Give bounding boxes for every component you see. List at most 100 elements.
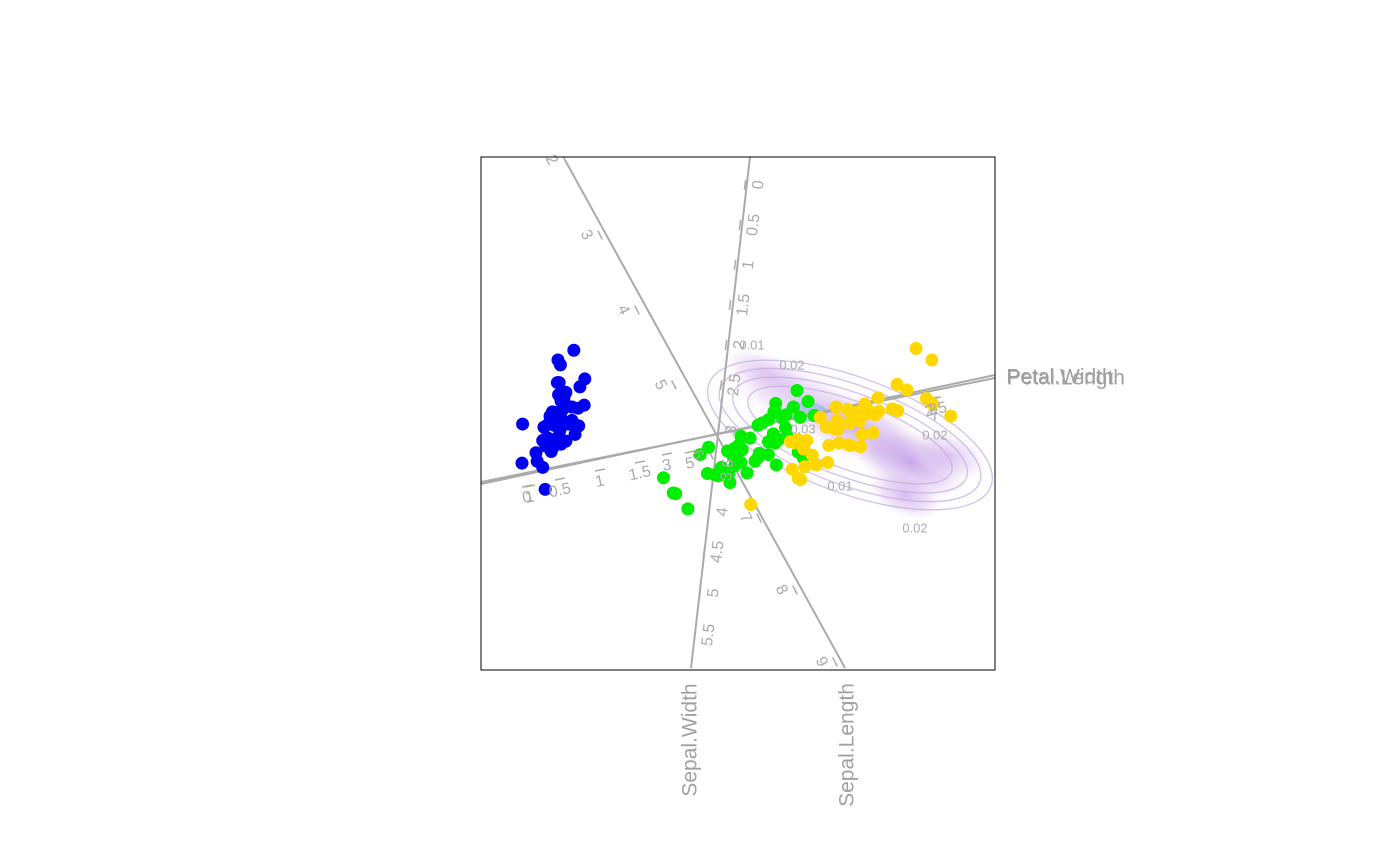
axis-tick-label: 1: [740, 259, 758, 270]
axis-tick-label: 4: [714, 506, 732, 517]
point-virginica: [783, 435, 797, 449]
point-virginica: [791, 471, 805, 485]
axis-tick-label: 1: [594, 472, 606, 491]
axis-tick-label: 3: [661, 456, 673, 475]
contour-label: 0.02: [922, 427, 947, 442]
axis-tick-label: 1: [524, 488, 536, 507]
axis-tick: [702, 546, 706, 558]
axis-tick: [792, 585, 798, 595]
point-setosa: [550, 376, 564, 390]
axis-tick-label: 7: [929, 406, 941, 425]
axis-tick-label: 8: [772, 582, 791, 598]
point-setosa: [538, 482, 552, 496]
axis-tick: [719, 379, 723, 391]
axis-tick-label: 0.5: [547, 480, 572, 501]
point-virginica: [909, 341, 923, 355]
point-versicolor: [748, 454, 762, 468]
axis-tick: [743, 179, 747, 191]
axis-tick: [756, 513, 762, 523]
axis-title-petal-length: Petal.Length: [1007, 367, 1125, 390]
contour-label: 0.03: [790, 421, 815, 436]
point-versicolor: [681, 502, 695, 516]
axis-tick-label: 3.5: [718, 458, 738, 482]
point-virginica: [858, 397, 872, 411]
axis-tick: [738, 219, 742, 231]
density-contour: [731, 376, 969, 494]
point-versicolor: [722, 466, 736, 480]
point-versicolor: [700, 466, 714, 480]
axis-tick-label: 7: [736, 510, 755, 526]
point-virginica: [860, 407, 874, 421]
point-layer: [515, 341, 958, 516]
axis-tick-label: 0: [750, 179, 768, 190]
axis-tick-label: 2: [927, 400, 939, 419]
axis-tick-label: 5: [705, 587, 723, 598]
plot-frame: [480, 156, 996, 671]
axis-tick: [524, 484, 536, 488]
point-setosa: [578, 372, 592, 386]
axis-tick: [832, 657, 838, 667]
point-virginica: [828, 418, 842, 432]
axis-tick-label: 4.5: [708, 540, 728, 564]
point-virginica: [944, 409, 958, 423]
point-virginica: [871, 391, 885, 405]
density-blob: [912, 429, 988, 481]
point-versicolor: [769, 458, 783, 472]
point-setosa: [515, 456, 529, 470]
point-setosa: [553, 358, 567, 372]
point-versicolor: [669, 487, 683, 501]
point-versicolor: [751, 418, 765, 432]
point-versicolor: [801, 395, 815, 408]
axis-title-sepal-length: Sepal.Length: [836, 683, 859, 807]
point-virginica: [841, 402, 855, 416]
axis-tick-label: 2: [731, 339, 749, 350]
density-blob: [722, 346, 808, 398]
point-setosa: [568, 427, 582, 441]
axis-tick: [597, 230, 603, 240]
point-versicolor: [793, 410, 807, 424]
axis-tick-label: 2.5: [725, 373, 745, 397]
point-virginica: [797, 442, 811, 456]
point-virginica: [813, 410, 827, 424]
point-setosa: [557, 390, 571, 404]
axis-tick-label: 5: [684, 454, 696, 473]
axis-line-sepal-width: [690, 157, 751, 669]
point-virginica: [822, 438, 836, 452]
axis-tick: [634, 305, 640, 315]
axis-tick-label: 0: [521, 488, 533, 507]
axis-tick: [707, 506, 711, 518]
axis-tick-label: 2.5: [923, 399, 948, 420]
point-virginica: [785, 462, 799, 476]
point-virginica: [829, 400, 843, 414]
axis-tick-label: 2: [542, 152, 561, 168]
contour-label: 0.01: [739, 337, 764, 352]
axis-tick: [671, 380, 677, 390]
point-virginica: [885, 402, 899, 416]
point-virginica: [866, 426, 880, 440]
point-versicolor: [766, 427, 780, 441]
axis-line-sepal-length: [564, 159, 846, 669]
axis-tick-label: 1.5: [734, 293, 754, 317]
axis-tick-label: 0.5: [744, 213, 764, 237]
point-virginica: [744, 498, 758, 512]
point-setosa: [567, 343, 581, 357]
point-virginica: [843, 416, 857, 430]
point-setosa: [565, 413, 579, 427]
axis-tick: [724, 339, 728, 351]
point-virginica: [798, 460, 812, 474]
axis-tick: [693, 629, 697, 641]
axis-tick-label: 3: [723, 424, 741, 435]
point-versicolor: [730, 446, 744, 460]
axis-tick-label: 5: [651, 377, 670, 393]
point-virginica: [854, 440, 868, 454]
axis-tick: [684, 450, 696, 454]
density-blob: [867, 469, 943, 521]
axis-tick-label: 5.5: [699, 623, 719, 647]
axis-tick-label: 1.5: [627, 463, 652, 484]
axis-tick: [594, 468, 606, 472]
point-virginica: [925, 353, 939, 367]
point-versicolor: [761, 413, 775, 427]
contour-label: 0.02: [779, 357, 804, 372]
point-setosa: [516, 417, 530, 431]
